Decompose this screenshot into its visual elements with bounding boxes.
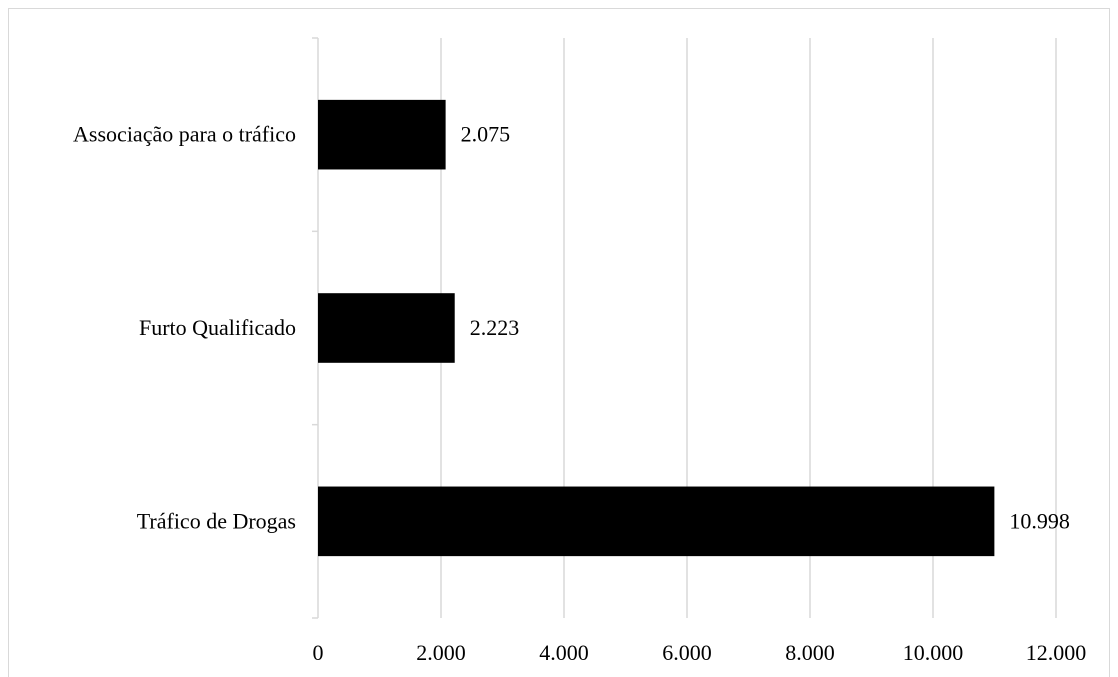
x-tick-label: 4.000 bbox=[539, 640, 589, 665]
x-tick-label: 6.000 bbox=[662, 640, 712, 665]
bar bbox=[318, 293, 455, 363]
bar bbox=[318, 99, 446, 170]
bar bbox=[318, 486, 995, 557]
x-tick-label: 8.000 bbox=[785, 640, 835, 665]
data-label: 2.075 bbox=[461, 122, 511, 147]
x-tick-label: 2.000 bbox=[416, 640, 466, 665]
category-label: Furto Qualificado bbox=[139, 315, 296, 340]
x-tick-label: 12.000 bbox=[1026, 640, 1087, 665]
x-tick-label: 10.000 bbox=[903, 640, 964, 665]
category-label: Associação para o tráfico bbox=[73, 122, 296, 147]
chart-frame bbox=[8, 8, 1110, 677]
x-tick-label: 0 bbox=[313, 640, 324, 665]
category-axis bbox=[312, 37, 319, 619]
bars bbox=[318, 99, 995, 557]
data-label: 2.223 bbox=[470, 315, 519, 340]
data-label: 10.998 bbox=[1009, 508, 1069, 533]
category-label: Tráfico de Drogas bbox=[137, 508, 296, 533]
labels: 0 2.000 4.000 6.000 8.000 10.000 12.000 Associa… bbox=[73, 122, 1086, 665]
